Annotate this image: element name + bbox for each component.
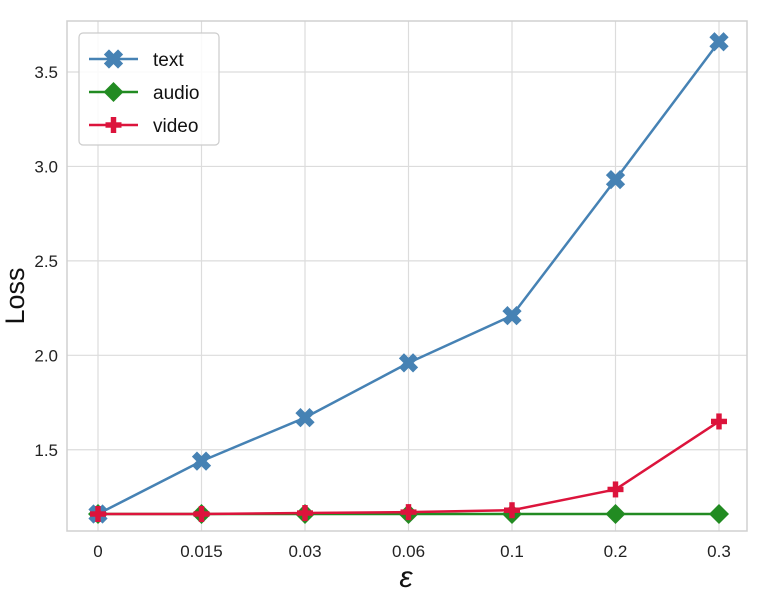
data-point-diamond-marker: [605, 504, 626, 524]
data-point-plus-marker: [400, 504, 417, 521]
legend-item-audio: audio: [89, 82, 200, 104]
plot-frame: [66, 20, 748, 532]
data-point-x-marker: [103, 49, 124, 69]
data-point-diamond-marker: [709, 504, 729, 524]
y-tick-label: 3.5: [34, 63, 58, 82]
data-point-x-marker: [709, 32, 729, 52]
marker-bar: [709, 32, 729, 52]
x-tick-label: 0.03: [288, 542, 321, 561]
marker-bar: [612, 481, 619, 498]
data-point-plus-marker: [297, 505, 313, 522]
y-tick-label: 2.5: [34, 252, 58, 271]
x-tick-label: 0.2: [604, 542, 628, 561]
data-point-x-marker: [295, 408, 315, 428]
marker-bar: [295, 408, 315, 428]
y-axis-ticks: 1.5 2.0 2.5 3.0 3.5: [34, 63, 58, 460]
marker-bar: [302, 505, 308, 522]
series-text: [88, 32, 729, 524]
marker-bar: [110, 117, 117, 133]
marker-bar: [103, 49, 124, 69]
x-tick-label: 0.3: [707, 542, 731, 561]
legend-label: video: [153, 116, 198, 137]
data-point-x-marker: [191, 451, 212, 471]
plot-border: [66, 20, 748, 532]
data-point-plus-marker: [607, 481, 624, 498]
legend-item-text: text: [89, 49, 184, 71]
series-video: [90, 413, 727, 522]
x-tick-label: 0.06: [392, 542, 425, 561]
data-point-x-marker: [398, 353, 419, 373]
marker-bar: [398, 353, 419, 373]
legend-label: audio: [153, 83, 200, 104]
data-point-plus-marker: [105, 117, 122, 133]
legend-label: text: [153, 50, 184, 71]
x-tick-label: 0.1: [500, 542, 524, 561]
marker-bar: [405, 504, 412, 521]
marker-bar: [191, 451, 212, 471]
x-axis-title: ε: [399, 561, 413, 591]
marker-bar: [509, 502, 515, 519]
data-point-diamond-marker: [103, 82, 124, 102]
marker-bar: [198, 506, 205, 522]
x-tick-label: 0.015: [180, 542, 223, 561]
data-point-plus-marker: [193, 506, 210, 522]
marker-bar: [502, 306, 522, 326]
marker-bar: [605, 170, 626, 190]
y-tick-label: 3.0: [34, 157, 58, 176]
data-point-plus-marker: [90, 506, 106, 522]
legend: text audio video: [78, 32, 220, 146]
x-axis-ticks: 0 0.015 0.03 0.06 0.1 0.2 0.3: [93, 542, 731, 561]
series-area: [88, 32, 729, 524]
y-axis-title: Loss: [0, 267, 30, 324]
data-point-plus-marker: [504, 502, 520, 519]
marker-bar: [95, 506, 101, 522]
data-point-x-marker: [605, 170, 626, 190]
data-point-plus-marker: [711, 413, 727, 430]
y-tick-label: 2.0: [34, 346, 58, 365]
y-tick-label: 1.5: [34, 441, 58, 460]
marker-bar: [716, 413, 722, 430]
x-tick-label: 0: [93, 542, 102, 561]
legend-item-video: video: [89, 116, 198, 137]
data-point-x-marker: [502, 306, 522, 326]
